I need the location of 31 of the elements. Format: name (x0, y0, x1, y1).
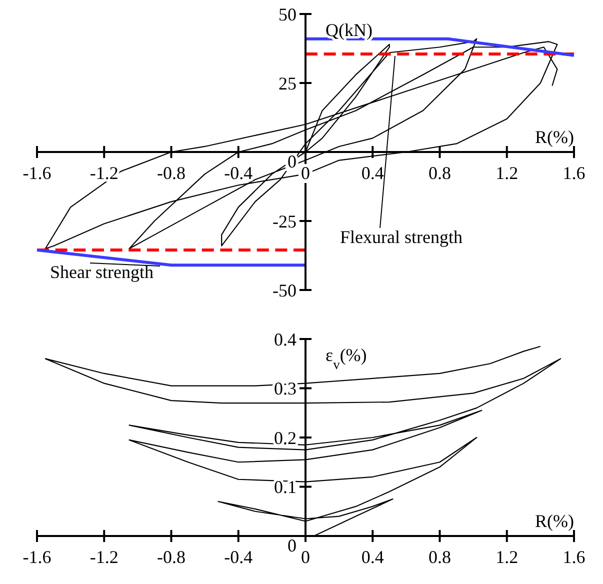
y-axis-title: Q(kN) (326, 20, 372, 40)
x-tick-label: -1.6 (22, 163, 52, 183)
x-tick-label: 1.2 (496, 547, 518, 567)
series-label: Shear strength (50, 262, 154, 282)
x-tick-label: -0.8 (157, 163, 186, 183)
x-tick-label: 0.4 (361, 547, 384, 567)
x-tick-label: 1.6 (562, 547, 586, 567)
x-tick-label: -0.8 (157, 547, 186, 567)
x-tick-label: -1.2 (90, 547, 118, 567)
x-tick-label: -0.4 (224, 163, 253, 183)
x-axis-title: R(%) (535, 127, 574, 147)
x-tick-label: 1.6 (562, 163, 586, 183)
x-tick-label: -1.6 (22, 547, 52, 567)
y-axis-title: ε$_{v}$(%) (326, 345, 367, 372)
x-tick-label: 0.4 (361, 163, 384, 183)
x-tick-label: 1.2 (496, 163, 518, 183)
x-tick-label: 0 (301, 547, 310, 567)
y-tick-label: 0.2 (274, 428, 296, 448)
series-label: Flexural strength (340, 227, 462, 247)
y-tick-label: 50 (278, 4, 296, 24)
x-tick-label: -0.4 (224, 547, 253, 567)
x-tick-label: -1.2 (90, 163, 118, 183)
x-axis-title: R(%) (535, 511, 574, 531)
x-tick-label: 0.8 (428, 163, 451, 183)
x-tick-label: 0.8 (428, 547, 451, 567)
y-tick-label: -25 (272, 211, 296, 232)
y-tick-label: 0.4 (274, 329, 296, 350)
y-tick-label: 25 (278, 73, 296, 94)
y-tick-label: 0.1 (274, 477, 296, 498)
y-tick-label: -50 (272, 280, 296, 300)
x-tick-label: 0 (301, 163, 310, 183)
